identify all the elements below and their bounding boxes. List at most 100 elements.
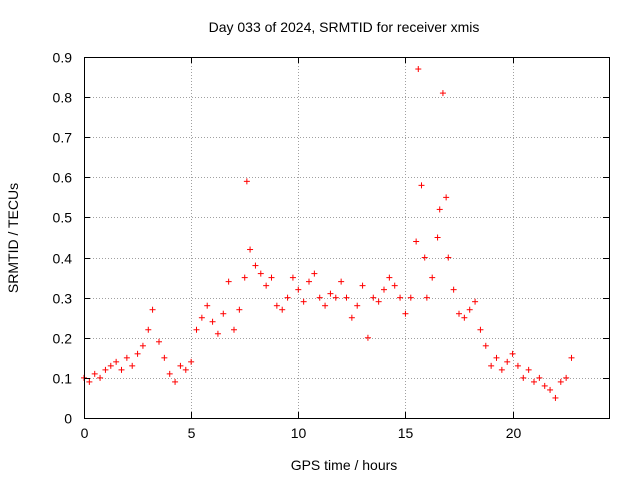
y-tick-label: 0.4 [53,251,73,267]
data-point [509,350,516,357]
y-tick-label: 0.3 [53,291,73,307]
y-tick-label: 0.7 [53,130,73,146]
data-point [461,314,468,321]
data-point [182,366,189,373]
data-point [547,386,554,393]
data-point [268,274,275,281]
data-point [145,326,152,333]
data-point [241,274,248,281]
y-tick-label: 0.6 [53,170,73,186]
data-point [493,354,500,361]
data-point [338,278,345,285]
data-point [97,374,104,381]
data-point [563,374,570,381]
data-point [231,326,237,333]
chart-title: Day 033 of 2024, SRMTID for receiver xmi… [209,19,480,35]
data-point [413,238,420,245]
data-point [466,306,473,313]
y-tick-label: 0.9 [53,50,73,66]
data-point [311,270,318,277]
data-point [364,334,371,341]
data-point [225,278,232,285]
data-point [247,246,254,253]
data-point [402,310,409,317]
data-point [188,358,195,365]
data-point [482,342,489,349]
data-point [343,294,350,301]
y-tick-label: 0.8 [53,90,73,106]
data-point [421,254,428,261]
data-point [375,298,382,305]
data-point [415,66,422,73]
data-point [284,294,291,301]
data-point [436,206,443,213]
x-tick-label: 10 [291,425,307,441]
data-point [381,286,387,293]
data-point [118,366,125,373]
data-point [204,302,211,309]
data-point [498,366,505,373]
x-tick-label: 5 [188,425,196,441]
data-point [177,362,184,369]
data-point [472,298,479,305]
data-point [220,310,227,317]
data-point [327,290,334,297]
data-point [236,306,243,313]
data-point [332,294,339,301]
data-point [536,374,543,381]
data-point [243,178,250,185]
data-point [386,274,393,281]
x-tick-label: 20 [506,425,522,441]
data-point [477,326,484,333]
data-point [418,182,425,189]
data-point [541,382,548,389]
data-point [439,90,446,97]
data-point [273,302,280,309]
y-tick-labels: 0 0.1 0.2 0.3 0.4 0.5 0.6 0.7 0.8 0.9 [53,50,73,427]
data-point [456,310,462,317]
y-axis-label: SRMTID / TECUs [5,183,21,293]
data-point [434,234,441,241]
data-point [263,282,270,289]
data-point [370,294,377,301]
data-point [113,358,120,365]
data-point [166,370,173,377]
data-point [198,314,205,321]
data-point [156,338,162,345]
data-point [397,294,404,301]
x-tick-labels: 0 5 10 15 20 [81,425,522,441]
data-point [214,330,221,337]
data-point [316,294,323,301]
data-point [279,306,286,313]
data-point [129,362,136,369]
data-point [257,270,264,277]
data-point [443,194,450,201]
data-point [139,342,146,349]
data-point [354,302,361,309]
data-point [423,294,430,301]
x-tick-label: 0 [81,425,89,441]
data-point [193,326,200,333]
data-point [107,362,114,369]
data-point [557,378,564,385]
data-point [161,354,168,361]
x-tick-label: 15 [398,425,414,441]
axis-ticks [84,57,609,419]
y-tick-label: 0.5 [53,210,73,226]
data-point [348,314,355,321]
data-point [134,350,141,357]
data-point [552,394,559,401]
data-point [172,378,179,385]
data-point [504,358,511,365]
y-tick-label: 0.2 [53,331,73,347]
data-point [295,286,302,293]
data-point [429,274,436,281]
grid-lines [84,57,609,418]
data-point [306,278,312,285]
data-point [209,318,216,325]
data-point [488,362,495,369]
data-point [102,366,109,373]
data-point [300,298,307,305]
data-point [514,362,521,369]
